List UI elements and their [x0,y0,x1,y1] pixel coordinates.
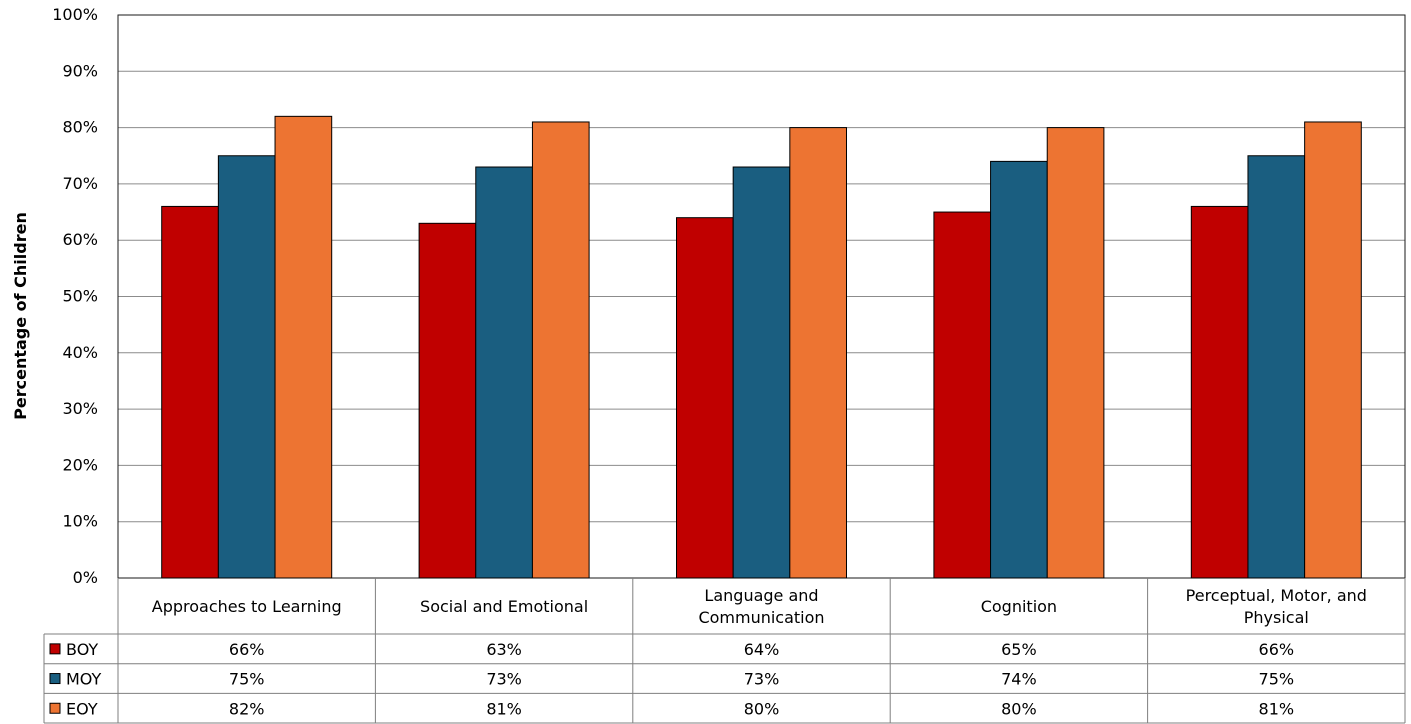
data-label: 81% [1259,699,1295,718]
bar-moy [990,160,1048,579]
data-label: 82% [229,699,265,718]
bar-moy [732,166,791,579]
legend-label-boy: BOY [66,640,98,659]
bar-moy [1247,155,1306,579]
bar-eoy [531,121,590,579]
data-label: 65% [1001,640,1037,659]
data-label: 66% [229,640,265,659]
legend-key-boy [49,643,61,655]
bar-boy [676,217,734,579]
category-label: Approaches to Learning [152,597,342,616]
y-tick-labels: 0% 10% 20% 30% 40% 50% 60% 70% 80% 90% 100% [52,5,98,587]
legend-key-moy [49,673,61,685]
category-label: Social and Emotional [420,597,588,616]
y-tick-label: 60% [62,230,98,249]
y-tick-label: 80% [62,118,98,137]
y-tick-label: 90% [62,61,98,80]
category-label: Cognition [981,597,1057,616]
bar-moy [475,166,533,579]
bar-moy [217,155,276,579]
y-tick-label: 40% [62,343,98,362]
data-table: Approaches to Learning Social and Emotion… [43,578,1406,724]
bar-eoy [1046,127,1105,579]
y-tick-label: 50% [62,287,98,306]
legend-label-moy: MOY [66,670,102,689]
data-label: 64% [744,640,780,659]
category-label: Language and [704,586,818,605]
bar-eoy [274,115,333,579]
y-tick-label: 20% [62,455,98,474]
y-tick-label: 0% [73,568,98,587]
y-axis-label: Percentage of Children [11,212,30,420]
y-tick-label: 70% [62,174,98,193]
y-tick-label: 100% [52,5,98,24]
data-label: 66% [1259,640,1295,659]
legend-key-eoy [49,702,61,714]
category-label: Communication [698,608,824,627]
data-label: 80% [744,699,780,718]
data-label: 73% [744,670,780,689]
bar-boy [1190,205,1249,579]
data-label: 81% [486,699,522,718]
bar-eoy [1304,121,1362,579]
y-tick-label: 30% [62,399,98,418]
bar-boy [161,205,219,579]
data-label: 73% [486,670,522,689]
bars [161,115,1362,579]
data-label: 63% [486,640,522,659]
data-label: 75% [229,670,265,689]
category-label: Physical [1244,608,1309,627]
y-tick-label: 10% [62,512,98,531]
data-label: 80% [1001,699,1037,718]
bar-boy [418,222,477,579]
legend-label-eoy: EOY [66,699,98,718]
category-label: Perceptual, Motor, and [1186,586,1367,605]
data-label: 75% [1259,670,1295,689]
bar-boy [933,211,992,579]
data-label: 74% [1001,670,1037,689]
bar-eoy [789,127,847,579]
